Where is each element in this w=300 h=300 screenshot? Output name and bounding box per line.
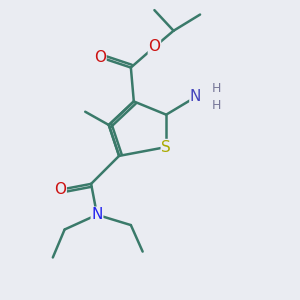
Text: O: O — [54, 182, 66, 197]
Text: O: O — [148, 39, 160, 54]
Text: H: H — [212, 99, 221, 112]
Text: O: O — [94, 50, 106, 65]
Text: S: S — [161, 140, 171, 154]
Text: N: N — [91, 207, 103, 222]
Text: N: N — [190, 89, 201, 104]
Text: H: H — [212, 82, 221, 95]
